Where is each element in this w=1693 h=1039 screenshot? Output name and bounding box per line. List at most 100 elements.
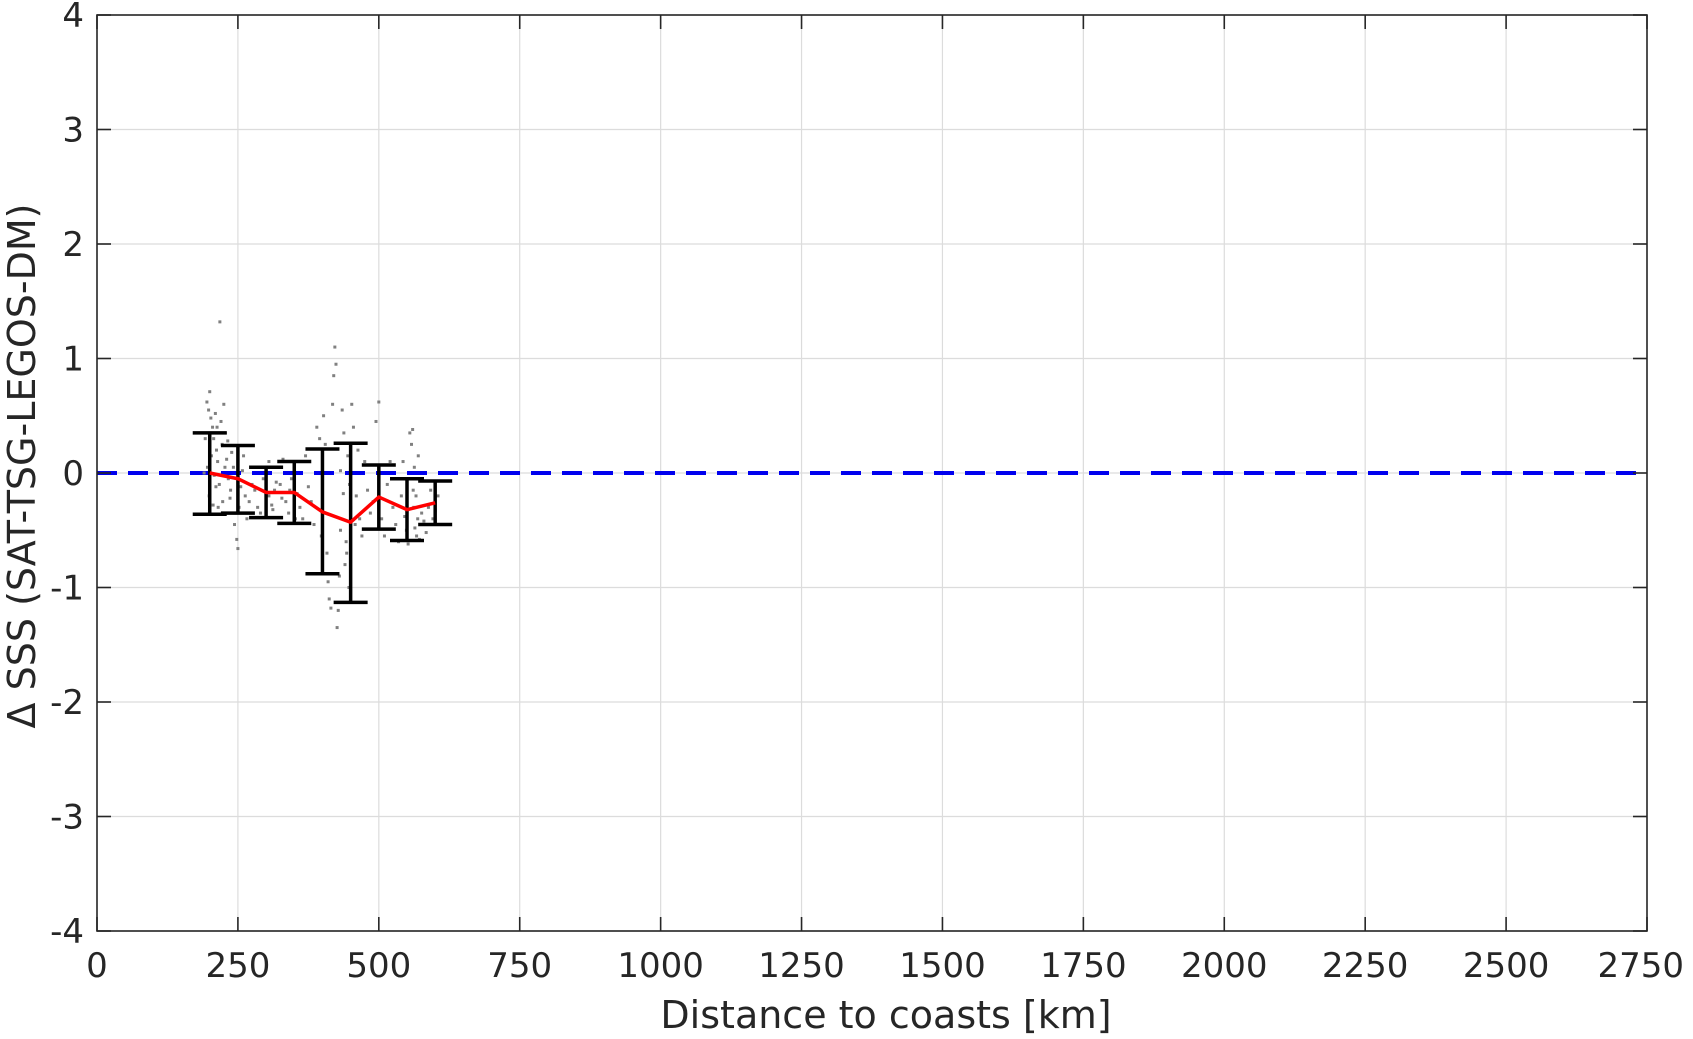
x-tick-label: 0	[86, 946, 108, 986]
scatter-point	[336, 608, 340, 612]
y-tick-label: -1	[50, 569, 84, 609]
scatter-point	[216, 460, 220, 464]
scatter-point	[213, 411, 217, 415]
scatter-point	[408, 431, 412, 435]
scatter-point	[368, 511, 372, 515]
scatter-point	[214, 448, 218, 452]
x-tick-label: 1250	[758, 946, 845, 986]
scatter-point	[412, 465, 416, 469]
scatter-point	[289, 477, 293, 481]
scatter-point	[420, 511, 424, 515]
scatter-point	[202, 471, 206, 475]
scatter-point	[323, 442, 327, 446]
scatter-point	[208, 390, 212, 394]
x-axis-label: Distance to coasts [km]	[660, 993, 1111, 1035]
scatter-point	[221, 500, 225, 504]
scatter-point	[278, 482, 282, 486]
scatter-point	[366, 488, 370, 492]
x-tick-label: 250	[205, 946, 270, 986]
scatter-point	[258, 511, 262, 515]
scatter-point	[312, 523, 316, 527]
scatter-point	[274, 480, 278, 484]
y-tick-label: 0	[62, 454, 84, 494]
scatter-point	[267, 494, 271, 498]
scatter-point	[354, 494, 358, 498]
scatter-point	[226, 477, 230, 481]
y-tick-label: 2	[62, 225, 84, 265]
x-tick-label: 2000	[1181, 946, 1268, 986]
scatter-point	[205, 400, 209, 404]
scatter-point	[327, 597, 331, 601]
scatter-point	[223, 465, 227, 469]
scatter-point	[337, 574, 341, 578]
scatter-point	[304, 454, 308, 458]
scatter-point	[363, 460, 367, 464]
scatter-point	[380, 517, 384, 521]
x-tick-label: 2750	[1597, 946, 1684, 986]
scatter-point	[394, 523, 398, 527]
scatter-point	[388, 460, 392, 464]
scatter-point	[426, 505, 430, 509]
mean-line	[209, 471, 436, 524]
scatter-point	[436, 494, 440, 498]
scatter-point	[325, 551, 329, 555]
scatter-point	[411, 427, 415, 431]
x-tick-label: 2500	[1463, 946, 1550, 986]
scatter-point	[253, 488, 257, 492]
scatter-point	[229, 488, 233, 492]
scatter-point	[416, 454, 420, 458]
y-tick-label: 1	[62, 340, 84, 380]
scatter-point	[236, 547, 240, 551]
scatter-point	[329, 606, 333, 610]
scatter-point	[211, 503, 215, 507]
scatter-point	[242, 454, 246, 458]
scatter-point	[228, 496, 232, 500]
scatter-point	[411, 488, 415, 492]
scatter-point	[346, 454, 350, 458]
scatter-point	[298, 505, 302, 509]
scatter-point	[424, 531, 428, 535]
x-tick-label: 1500	[899, 946, 986, 986]
scatter-point	[217, 482, 221, 486]
scatter-point	[415, 534, 419, 538]
scatter-point	[399, 494, 403, 498]
scatter-point	[431, 517, 435, 521]
scatter-point	[350, 402, 354, 406]
scatter-point	[413, 526, 417, 530]
scatter-point	[429, 488, 433, 492]
scatter-point	[281, 457, 285, 461]
scatter-point	[231, 465, 235, 469]
scatter-point	[230, 450, 234, 454]
scatter-point	[345, 551, 349, 555]
scatter-point	[243, 494, 247, 498]
scatter-point	[207, 408, 211, 412]
scatter-point	[340, 408, 344, 412]
scatter-point	[309, 500, 313, 504]
scatter-point	[271, 508, 275, 512]
scatter-point	[391, 505, 395, 509]
scatter-point	[226, 439, 230, 443]
scatter-point	[416, 517, 420, 521]
scatter-point	[335, 626, 339, 630]
scatter-point	[214, 485, 218, 489]
scatter-point	[215, 425, 219, 429]
scatter-point	[315, 425, 319, 429]
x-tick-label: 1750	[1040, 946, 1127, 986]
scatter-point	[414, 494, 418, 498]
scatter-point	[332, 374, 336, 378]
scatter-point	[287, 511, 291, 515]
scatter-point	[273, 488, 277, 492]
y-tick-label: -3	[50, 798, 84, 838]
x-tick-labels: 0 250 500 750 1000 1250 1500 1750 2000 2250 2500 27…	[86, 15, 1684, 986]
scatter-point	[331, 402, 335, 406]
x-tick-label: 750	[487, 946, 552, 986]
scatter-point	[351, 425, 355, 429]
scatter-point	[326, 580, 330, 584]
scatter-point	[422, 519, 426, 523]
scatter-point	[212, 437, 216, 441]
y-tick-label: 4	[62, 0, 84, 36]
y-tick-labels: -4 -3 -2 -1 0 1 2 3 4	[50, 0, 1647, 952]
scatter-point	[203, 437, 207, 441]
